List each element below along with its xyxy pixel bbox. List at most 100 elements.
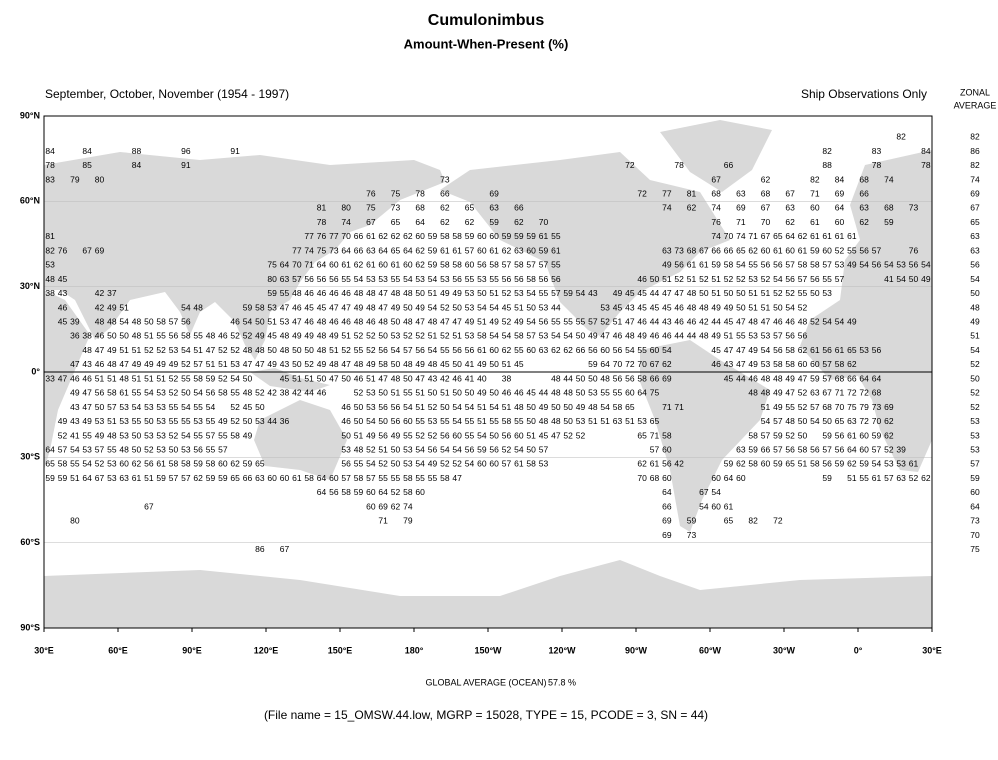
cell-value: 62 (378, 231, 388, 241)
cell-value: 59 (872, 430, 882, 440)
cell-value: 48 (391, 373, 401, 383)
cell-value: 51 (218, 359, 228, 369)
cell-value: 50 (292, 345, 302, 355)
cell-value: 53 (859, 345, 869, 355)
cell-value: 53 (896, 459, 906, 469)
cell-value: 49 (847, 260, 857, 270)
cell-value: 57 (650, 444, 660, 454)
cell-value: 58 (748, 459, 758, 469)
cell-value: 56 (662, 459, 672, 469)
cell-value: 75 (366, 203, 376, 213)
cell-value: 68 (835, 373, 845, 383)
cell-value: 39 (896, 444, 906, 454)
cell-value: 53 (156, 388, 166, 398)
cell-value: 58 (835, 359, 845, 369)
cell-value: 38 (45, 288, 55, 298)
cell-value: 63 (539, 345, 549, 355)
cell-value: 58 (637, 373, 647, 383)
cell-value: 49 (539, 402, 549, 412)
south-america (640, 340, 770, 532)
cell-value: 33 (45, 373, 55, 383)
cell-value: 54 (144, 388, 154, 398)
lon-label: 90°W (625, 645, 648, 655)
cell-value: 45 (724, 373, 734, 383)
cell-value: 54 (415, 459, 425, 469)
cell-value: 43 (280, 359, 290, 369)
cell-value: 69 (95, 245, 105, 255)
cell-value: 55 (132, 388, 142, 398)
cell-value: 59 (156, 473, 166, 483)
cell-value: 67 (82, 245, 92, 255)
cell-value: 55 (613, 388, 623, 398)
cell-value: 42 (674, 459, 684, 469)
cell-value: 56 (428, 444, 438, 454)
cell-value: 47 (378, 302, 388, 312)
cell-value: 58 (206, 459, 216, 469)
cell-value: 44 (650, 288, 660, 298)
cell-value: 56 (341, 459, 351, 469)
cell-value: 63 (255, 473, 265, 483)
cell-value: 50 (292, 359, 302, 369)
cell-value: 50 (181, 388, 191, 398)
cell-value: 55 (169, 402, 179, 412)
cell-value: 47 (452, 473, 462, 483)
cell-value: 51 (477, 416, 487, 426)
cell-value: 67 (280, 544, 290, 554)
cell-value: 74 (736, 231, 746, 241)
cell-value: 61 (366, 231, 376, 241)
cell-value: 61 (687, 260, 697, 270)
cell-value: 48 (354, 316, 364, 326)
cell-value: 85 (82, 160, 92, 170)
cell-value: 60 (415, 487, 425, 497)
cell-value: 51 (378, 444, 388, 454)
cell-value: 56 (378, 345, 388, 355)
cell-value: 59 (773, 459, 783, 469)
cell-value: 51 (600, 416, 610, 426)
cell-value: 56 (810, 274, 820, 284)
cell-value: 55 (428, 473, 438, 483)
cell-value: 67 (95, 473, 105, 483)
cell-value: 47 (329, 302, 339, 312)
cell-value: 60 (366, 487, 376, 497)
cell-value: 50 (489, 359, 499, 369)
cell-value: 46 (58, 302, 68, 312)
cell-value: 64 (280, 260, 290, 270)
cell-value: 52 (230, 345, 240, 355)
cell-value: 44 (711, 316, 721, 326)
cell-value: 54 (773, 274, 783, 284)
cell-value: 54 (896, 274, 906, 284)
cell-value: 48 (551, 416, 561, 426)
cell-value: 60 (662, 473, 672, 483)
cell-value: 57 (835, 274, 845, 284)
cell-value: 78 (921, 160, 931, 170)
cell-value: 48 (119, 444, 129, 454)
cell-value: 45 (267, 331, 277, 341)
cell-value: 53 (896, 260, 906, 270)
cell-value: 56 (465, 345, 475, 355)
cell-value: 44 (674, 331, 684, 341)
cell-value: 48 (366, 288, 376, 298)
zonal-value: 50 (970, 373, 980, 383)
cell-value: 55 (218, 430, 228, 440)
cell-value: 54 (489, 402, 499, 412)
cell-value: 44 (650, 316, 660, 326)
cell-value: 70 (539, 217, 549, 227)
cell-value: 56 (304, 274, 314, 284)
cell-value: 84 (82, 146, 92, 156)
cell-value: 55 (440, 416, 450, 426)
cell-value: 61 (909, 459, 919, 469)
cell-value: 61 (847, 430, 857, 440)
cell-value: 61 (872, 473, 882, 483)
cell-value: 57 (403, 345, 413, 355)
cell-value: 64 (847, 444, 857, 454)
cell-value: 58 (193, 373, 203, 383)
cell-value: 50 (391, 444, 401, 454)
cell-value: 48 (107, 316, 117, 326)
cell-value: 51 (107, 373, 117, 383)
cell-value: 48 (317, 331, 327, 341)
cell-value: 61 (341, 260, 351, 270)
lon-label: 150°W (474, 645, 502, 655)
cell-value: 50 (724, 288, 734, 298)
cell-value: 55 (107, 444, 117, 454)
cell-value: 49 (107, 345, 117, 355)
